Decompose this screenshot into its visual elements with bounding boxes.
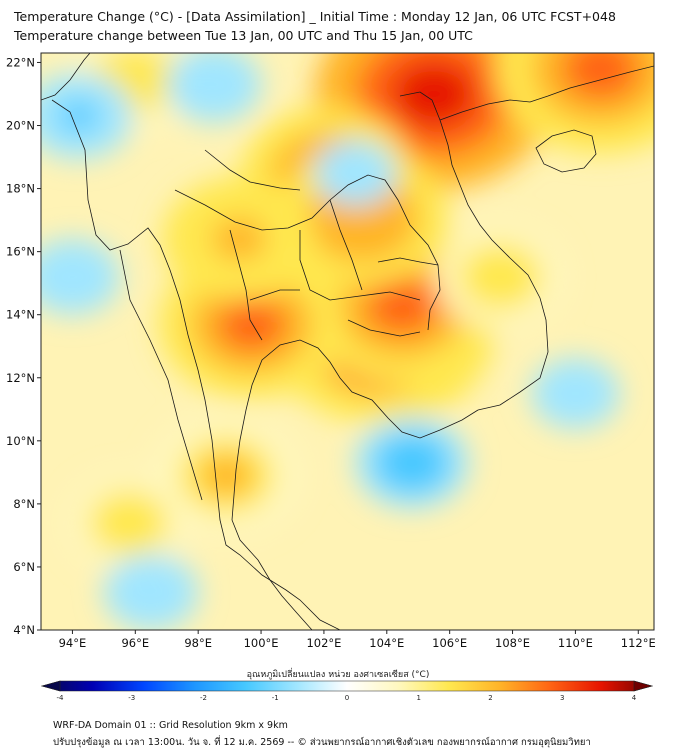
cool-zone-3-layer-2 <box>134 578 168 606</box>
warm-zone-6-layer-2 <box>331 192 392 242</box>
lon-tick-label: 106°E <box>432 636 467 650</box>
lat-tick-label: 4°N <box>13 623 35 637</box>
lat-tick-label: 10°N <box>6 434 35 448</box>
lon-tick-label: 96°E <box>121 636 149 650</box>
temperature-change-map: 22°N 20°N 18°N 16°N 14°N 12°N 10°N 8°N 6°N 4°N 94… <box>6 52 656 650</box>
longitude-axis: 94°E 96°E 98°E 100°E 102°E 104°E 106°E 108°E 110… <box>59 630 656 650</box>
map-title: Temperature Change (°C) - [Data Assimila… <box>14 9 616 24</box>
map-frame <box>40 52 655 631</box>
lat-tick-label: 8°N <box>13 497 35 511</box>
lat-tick-label: 14°N <box>6 308 35 322</box>
map-subtitle: Temperature change between Tue 13 Jan, 0… <box>14 28 473 43</box>
cool-zone-1-layer-2 <box>55 263 90 291</box>
warm-zone-1-layer-2 <box>563 53 638 99</box>
cool-zone-0-layer-2 <box>59 100 98 132</box>
colorbar-min-extension <box>40 680 61 692</box>
warm-zone-10-layer-2 <box>107 505 151 540</box>
cool-zone-6-layer-2 <box>341 161 370 185</box>
colorbar-tick-label: -4 <box>57 694 65 702</box>
warm-zone-0-layer-2 <box>392 60 476 128</box>
lon-tick-label: 98°E <box>184 636 212 650</box>
colorbar-tick-label: -1 <box>272 694 279 702</box>
lon-tick-label: 112°E <box>621 636 656 650</box>
colorbar-tick-label: -2 <box>200 694 207 702</box>
warm-zone-7-layer-2 <box>212 217 266 261</box>
colorbar-tick-label: 3 <box>560 694 564 702</box>
lat-tick-label: 22°N <box>6 55 35 69</box>
lon-tick-label: 94°E <box>59 636 87 650</box>
lat-tick-label: 18°N <box>6 182 35 196</box>
colorbar-title: อุณหภูมิเปลี่ยนแปลง หน่วย องศาเซลเซียส (… <box>246 670 430 680</box>
coastlines-and-borders <box>41 53 654 630</box>
cool-zone-4-layer-2 <box>559 381 591 406</box>
lat-tick-label: 20°N <box>6 119 35 133</box>
lon-tick-label: 100°E <box>244 636 279 650</box>
colorbar-gradient <box>40 680 654 692</box>
lat-tick-label: 6°N <box>13 560 35 574</box>
colorbar-tick-label: 0 <box>345 694 349 702</box>
lat-tick-label: 12°N <box>6 371 35 385</box>
temperature-field <box>41 53 654 630</box>
warm-zone-4-layer-2 <box>219 298 285 351</box>
warm-zone-9-layer-2 <box>112 60 158 97</box>
lon-tick-label: 108°E <box>495 636 530 650</box>
warm-zone-8-layer-2 <box>200 454 253 497</box>
update-info: ปรับปรุงข้อมูล ณ เวลา 13:00น. วัน จ. ที่… <box>53 737 591 748</box>
colorbar-tick-label: 1 <box>417 694 421 702</box>
colorbar-max-extension <box>633 680 654 692</box>
colorbar-ticks: -4 -3 -2 -1 0 1 2 3 4 <box>57 694 637 702</box>
cool-zone-5-layer-2 <box>197 71 231 98</box>
warm-zone-11-layer-2 <box>477 259 523 295</box>
latitude-axis: 22°N 20°N 18°N 16°N 14°N 12°N 10°N 8°N 6°N 4°N <box>6 55 41 637</box>
cool-zone-2-layer-2 <box>391 446 432 479</box>
colorbar-tick-label: 4 <box>632 694 637 702</box>
warm-zone-3-layer-2 <box>367 277 438 334</box>
colorbar-tick-label: -3 <box>128 694 135 702</box>
lon-tick-label: 104°E <box>369 636 404 650</box>
colorbar: -4 -3 -2 -1 0 1 2 3 4 <box>40 680 654 702</box>
colorbar-tick-label: 2 <box>488 694 492 702</box>
lon-tick-label: 110°E <box>558 636 593 650</box>
model-info: WRF-DA Domain 01 :: Grid Resolution 9km … <box>53 720 288 731</box>
lon-tick-label: 102°E <box>306 636 341 650</box>
lat-tick-label: 16°N <box>6 245 35 259</box>
